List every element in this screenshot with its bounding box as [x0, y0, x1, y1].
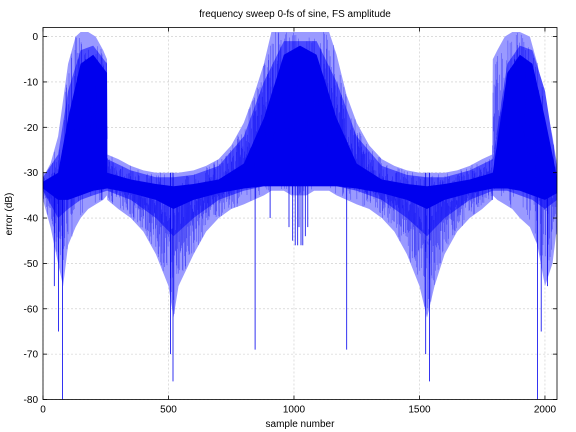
y-tick-label: -60 [24, 304, 39, 315]
y-tick-label: -30 [24, 168, 39, 179]
x-tick-label: 2000 [534, 405, 557, 416]
y-tick-label: 0 [32, 32, 38, 43]
y-tick-label: -10 [24, 77, 39, 88]
plot-frame [42, 27, 558, 400]
y-axis-label: error (dB) [4, 193, 15, 236]
axis-ticks: 0 500 1000 1500 2000 0 -10 -20 -30 -40 -50 -60 -70 -8… [24, 27, 557, 416]
x-axis-label: sample number [266, 419, 336, 430]
x-tick-label: 0 [40, 405, 46, 416]
plot-area [42, 32, 558, 400]
y-tick-label: -40 [24, 214, 39, 225]
chart-title: frequency sweep 0-fs of sine, FS amplitu… [199, 9, 391, 20]
y-tick-label: -80 [24, 395, 39, 406]
y-tick-label: -50 [24, 259, 39, 270]
y-tick-label: -70 [24, 350, 39, 361]
x-tick-label: 1000 [283, 405, 306, 416]
y-tick-label: -20 [24, 123, 39, 134]
x-tick-label: 1500 [408, 405, 431, 416]
x-tick-label: 500 [160, 405, 177, 416]
